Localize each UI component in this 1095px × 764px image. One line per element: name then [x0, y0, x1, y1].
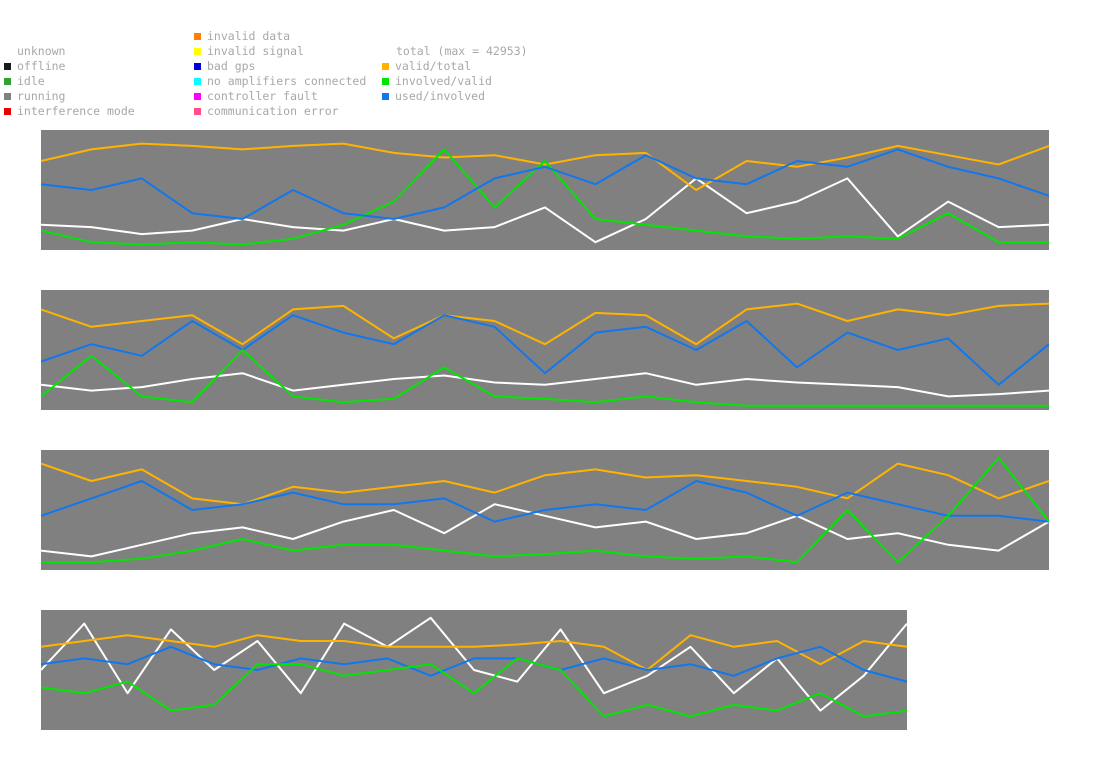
series-line-total [41, 177, 1049, 244]
legend-label: no amplifiers connected [207, 74, 367, 88]
legend-total-label: total (max = 42953) [396, 44, 528, 58]
series-line-total [41, 503, 1049, 558]
legend-swatch [4, 48, 11, 55]
legend-swatch [194, 78, 201, 85]
legend-swatch [194, 48, 201, 55]
series-line-used-involved [41, 645, 907, 683]
legend-swatch [382, 63, 389, 70]
series-line-involved-valid [41, 657, 907, 718]
legend-swatch [4, 63, 11, 70]
chart-panel-3-plot [41, 450, 1049, 570]
series-line-valid-total [41, 634, 907, 671]
legend-swatch [4, 108, 11, 115]
legend: unknown offline idle running interferenc… [0, 0, 1095, 125]
legend-label: idle [17, 74, 45, 88]
series-line-valid-total [41, 142, 1049, 191]
legend-label: used/involved [395, 89, 486, 103]
legend-label: communication error [207, 104, 339, 118]
chart-panel-1 [41, 130, 1049, 250]
plot-background [41, 130, 1049, 250]
legend-swatch [382, 93, 389, 100]
legend-swatch [382, 78, 389, 85]
legend-swatch [4, 78, 11, 85]
plot-background [41, 290, 1049, 410]
legend-label: invalid signal [207, 44, 304, 58]
chart-panel-2-plot [41, 290, 1049, 410]
legend-label: offline [17, 59, 66, 73]
legend-label: unknown [17, 44, 66, 58]
chart-panel-4-plot [41, 610, 907, 730]
series-line-involved-valid [41, 148, 1049, 246]
legend-swatch [194, 33, 201, 40]
legend-label: invalid data [207, 29, 291, 43]
series-line-used-involved [41, 314, 1049, 386]
legend-label: interference mode [17, 104, 135, 118]
legend-swatch [194, 93, 201, 100]
legend-swatch [4, 93, 11, 100]
series-line-valid-total [41, 462, 1049, 506]
series-line-involved-valid [41, 456, 1049, 564]
chart-panel-3 [41, 450, 1049, 570]
chart-panel-2 [41, 290, 1049, 410]
series-line-used-involved [41, 148, 1049, 220]
legend-swatch [194, 108, 201, 115]
chart-panel-4 [41, 610, 907, 730]
legend-label: running [17, 89, 66, 103]
chart-panel-1-plot [41, 130, 1049, 250]
legend-swatch [194, 63, 201, 70]
legend-label: involved/valid [395, 74, 492, 88]
series-line-total [41, 372, 1049, 398]
legend-label: controller fault [207, 89, 318, 103]
series-line-valid-total [41, 302, 1049, 346]
legend-label: valid/total [395, 59, 472, 73]
series-line-involved-valid [41, 349, 1049, 407]
legend-label: bad gps [207, 59, 256, 73]
series-line-used-involved [41, 480, 1049, 523]
